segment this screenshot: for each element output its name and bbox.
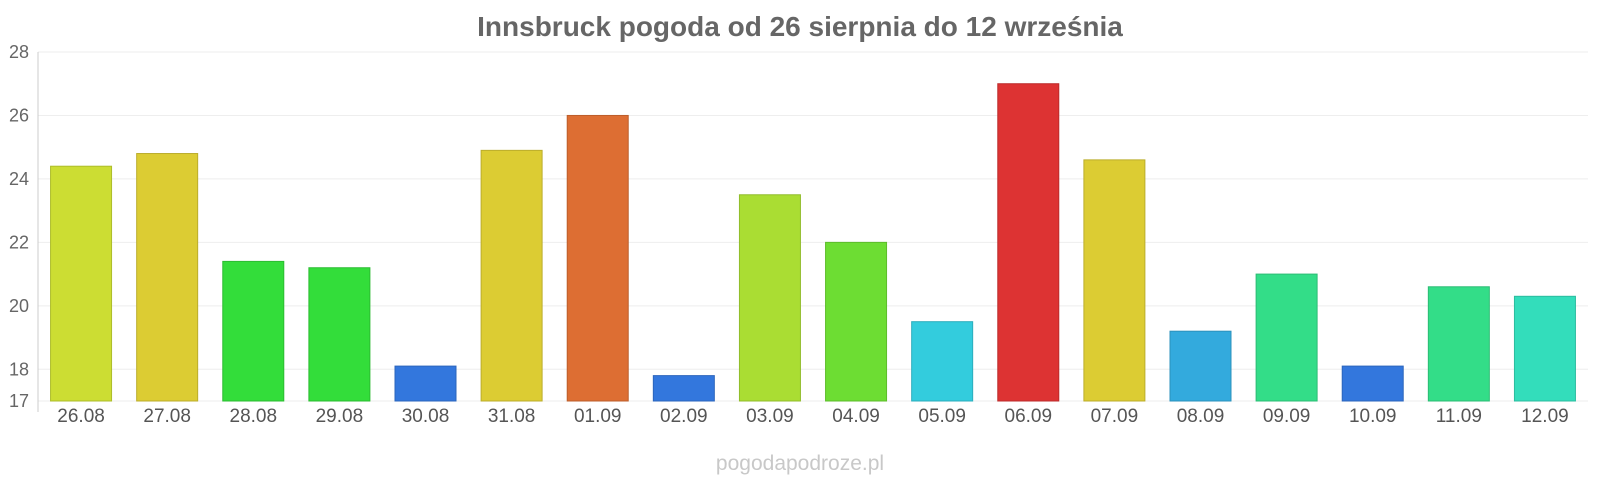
bar-07.09[interactable] [1083, 159, 1146, 402]
x-tick-label: 10.09 [1349, 406, 1397, 427]
bar-26.08[interactable] [50, 165, 113, 402]
y-axis-ticks: 17 18 20 22 24 26 28 [9, 42, 29, 411]
x-tick-label: 04.09 [832, 406, 880, 427]
x-tick-label: 12.09 [1521, 406, 1569, 427]
bar-08.09[interactable] [1169, 330, 1232, 402]
x-axis-ticks: 26.08 27.08 28.08 29.08 30.08 31.08 01.09 02.09… [57, 406, 1568, 427]
y-tick-label: 28 [9, 42, 29, 62]
x-tick-label: 06.09 [1005, 406, 1053, 427]
x-tick-label: 05.09 [918, 406, 966, 427]
bar-31.08[interactable] [480, 149, 543, 402]
bar-03.09[interactable] [738, 194, 801, 402]
x-tick-label: 30.08 [402, 406, 450, 427]
bar-11.09[interactable] [1427, 286, 1490, 402]
x-tick-label: 09.09 [1263, 406, 1311, 427]
y-tick-label: 24 [9, 169, 29, 189]
bar-29.08[interactable] [308, 267, 371, 402]
watermark: pogodapodroze.pl [716, 452, 884, 475]
y-tick-label: 17 [9, 391, 29, 411]
bar-30.08[interactable] [394, 365, 457, 402]
y-tick-label: 22 [9, 232, 29, 252]
x-tick-label: 08.09 [1177, 406, 1225, 427]
bar-12.09[interactable] [1513, 295, 1576, 402]
x-tick-label: 07.09 [1091, 406, 1139, 427]
x-tick-label: 02.09 [660, 406, 708, 427]
bar-05.09[interactable] [911, 321, 974, 402]
x-tick-label: 11.09 [1436, 406, 1482, 427]
x-tick-label: 03.09 [746, 406, 794, 427]
x-tick-label: 29.08 [316, 406, 364, 427]
bar-06.09[interactable] [997, 83, 1060, 402]
y-tick-label: 26 [9, 105, 29, 125]
x-tick-label: 31.08 [488, 406, 536, 427]
y-tick-label: 20 [9, 296, 29, 316]
grid-lines [38, 51, 1588, 402]
bar-28.08[interactable] [222, 260, 285, 402]
chart-title: Innsbruck pogoda od 26 sierpnia do 12 wr… [477, 11, 1123, 42]
x-tick-label: 01.09 [574, 406, 622, 427]
x-tick-label: 28.08 [230, 406, 278, 427]
y-tick-label: 18 [9, 359, 29, 379]
x-tick-label: 26.08 [57, 406, 105, 427]
x-tick-label: 27.08 [143, 406, 191, 427]
bar-01.09[interactable] [566, 114, 629, 402]
bar-02.09[interactable] [652, 375, 715, 402]
bars [50, 83, 1576, 402]
bar-10.09[interactable] [1341, 365, 1404, 402]
bar-09.09[interactable] [1255, 273, 1318, 402]
bar-04.09[interactable] [825, 241, 888, 402]
bar-27.08[interactable] [136, 153, 199, 402]
